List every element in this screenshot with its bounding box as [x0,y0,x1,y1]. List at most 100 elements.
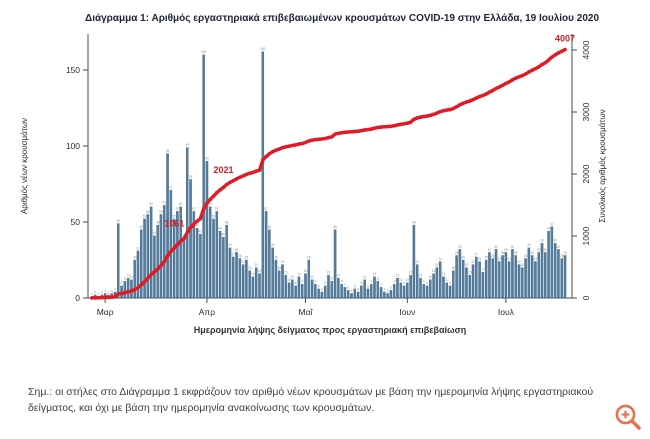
svg-text:Μαρ: Μαρ [97,307,114,317]
svg-text:9: 9 [370,280,372,284]
svg-text:26: 26 [238,254,242,258]
svg-text:24: 24 [498,257,502,261]
svg-text:10: 10 [399,278,403,282]
svg-text:6: 6 [354,284,356,288]
svg-text:22: 22 [281,260,285,264]
svg-text:33: 33 [527,243,531,247]
svg-text:57: 57 [192,207,196,211]
svg-text:28: 28 [530,251,534,255]
svg-text:12: 12 [291,275,295,279]
svg-text:100: 100 [66,141,80,151]
svg-text:Ιουλ: Ιουλ [498,307,515,317]
svg-text:11: 11 [123,277,127,281]
svg-text:12: 12 [363,275,367,279]
svg-text:25: 25 [461,255,465,259]
svg-text:150: 150 [66,65,80,75]
annotation-label: 4007 [555,34,575,44]
svg-text:1: 1 [91,292,93,296]
svg-text:25: 25 [133,255,137,259]
svg-text:4000: 4000 [581,40,591,59]
svg-text:13: 13 [396,274,400,278]
svg-text:4: 4 [321,287,323,291]
svg-text:24: 24 [534,257,538,261]
svg-text:48: 48 [412,220,416,224]
svg-text:30: 30 [235,248,239,252]
svg-text:27: 27 [475,252,479,256]
axis-tick-labels: 0 50 100 150 0 1000 2000 3000 4000 Μαρ Απρ Μαΐ Ιουν Ι… [66,40,591,317]
svg-text:22: 22 [415,260,419,264]
svg-text:71: 71 [169,185,173,189]
svg-text:18: 18 [452,266,456,270]
svg-text:2: 2 [101,290,103,294]
svg-text:60: 60 [179,202,183,206]
svg-text:41: 41 [153,231,157,235]
svg-text:8: 8 [360,281,362,285]
svg-text:47: 47 [550,222,554,226]
svg-text:0: 0 [581,295,591,300]
zoom-in-button[interactable] [612,401,644,433]
svg-text:30: 30 [488,248,492,252]
report-page: Διάγραμμα 1: Αριθμός εργαστηριακά επιβεβ… [0,13,650,430]
svg-text:3000: 3000 [581,102,591,121]
footnote-text: Σημ.: οι στήλες στο Διάγραμμα 1 εκφράζου… [28,386,594,414]
svg-text:10: 10 [445,278,449,282]
svg-text:7: 7 [380,283,382,287]
milestone-annotations: 1061 2021 4007 [164,34,575,229]
svg-text:36: 36 [553,239,557,243]
svg-text:14: 14 [297,272,301,276]
svg-text:13: 13 [126,274,130,278]
svg-text:16: 16 [432,269,436,273]
svg-text:20: 20 [254,263,258,267]
svg-text:24: 24 [478,257,482,261]
svg-text:8: 8 [324,281,326,285]
svg-text:160: 160 [201,50,207,54]
svg-text:33: 33 [271,243,275,247]
svg-text:26: 26 [491,254,495,258]
svg-text:9: 9 [393,280,395,284]
svg-text:18: 18 [277,266,281,270]
svg-text:5: 5 [390,286,392,290]
svg-text:17: 17 [481,268,485,272]
svg-text:90: 90 [205,157,209,161]
svg-text:11: 11 [330,277,334,281]
svg-text:52: 52 [143,214,147,218]
svg-text:49: 49 [117,219,121,223]
svg-text:60: 60 [208,202,212,206]
y-axis-left-title: Αριθμός νέων κρουσμάτων [20,118,29,214]
svg-text:57: 57 [264,207,268,211]
svg-text:50: 50 [71,217,81,227]
svg-text:42: 42 [199,230,203,234]
svg-text:25: 25 [307,255,311,259]
svg-text:18: 18 [248,266,252,270]
covid-cases-chart: 0 50 100 150 0 1000 2000 3000 4000 Μαρ Απρ Μαΐ Ιουν Ι… [20,34,607,335]
svg-text:Απρ: Απρ [199,307,216,317]
svg-text:5: 5 [347,286,349,290]
svg-text:15: 15 [409,271,413,275]
svg-text:99: 99 [185,143,189,147]
svg-text:45: 45 [139,225,143,229]
svg-text:3: 3 [351,289,353,293]
svg-text:31: 31 [136,246,140,250]
svg-text:60: 60 [149,202,153,206]
svg-text:2: 2 [94,290,96,294]
svg-text:44: 44 [218,227,222,231]
svg-text:22: 22 [471,260,475,264]
svg-text:28: 28 [514,251,518,255]
svg-text:48: 48 [156,220,160,224]
svg-text:24: 24 [438,257,442,261]
svg-text:12: 12 [429,275,433,279]
svg-text:8: 8 [295,281,297,285]
svg-text:Ιουν: Ιουν [399,307,415,317]
svg-text:9: 9 [301,280,303,284]
svg-text:32: 32 [458,245,462,249]
chart-title: Διάγραμμα 1: Αριθμός εργαστηριακά επιβεβ… [85,13,599,24]
svg-text:4: 4 [357,287,359,291]
svg-text:3: 3 [111,289,113,293]
svg-text:Μαΐ: Μαΐ [299,307,314,317]
svg-text:13: 13 [337,274,341,278]
svg-text:9: 9 [314,280,316,284]
svg-text:16: 16 [304,269,308,273]
svg-text:45: 45 [268,225,272,229]
svg-text:15: 15 [327,271,331,275]
svg-text:48: 48 [225,220,229,224]
